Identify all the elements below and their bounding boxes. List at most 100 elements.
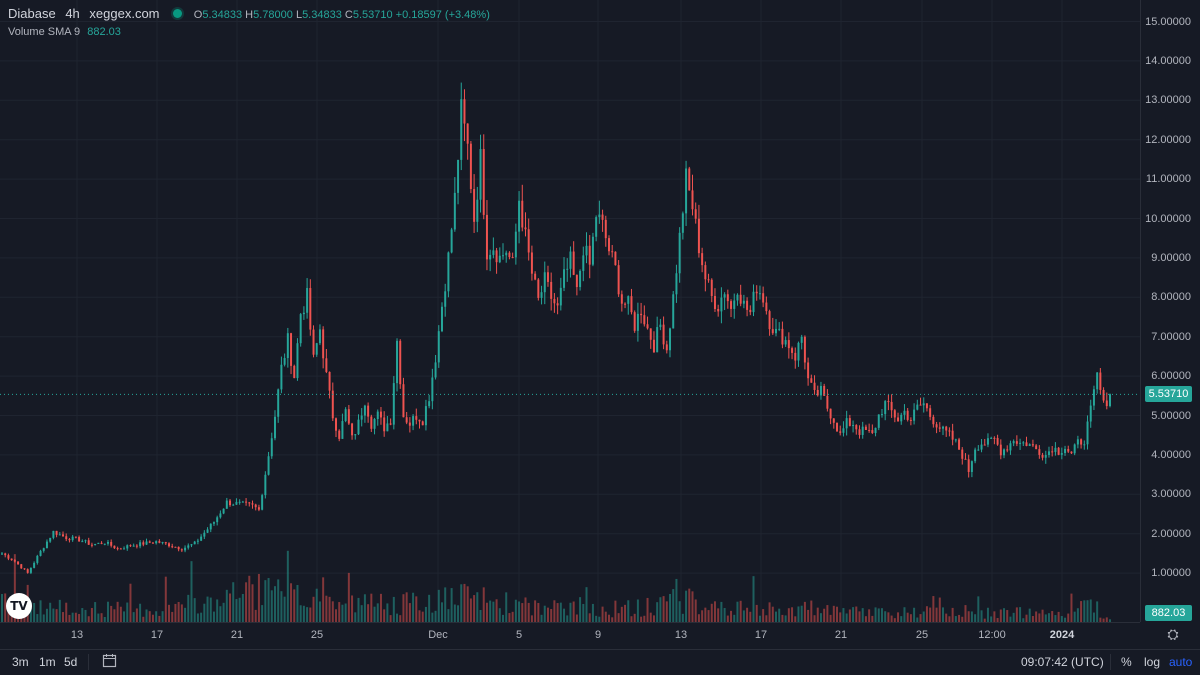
- candle-body: [823, 385, 826, 396]
- volume-bar: [168, 604, 170, 622]
- candle-body: [800, 336, 803, 343]
- current-volume-label: 882.03: [1145, 605, 1192, 621]
- volume-bar: [784, 615, 787, 622]
- volume-bar: [518, 601, 521, 622]
- candle-body: [148, 541, 151, 543]
- volume-legend[interactable]: Volume SMA 9 882.03: [8, 26, 121, 38]
- tradingview-logo-icon[interactable]: TV: [6, 593, 32, 619]
- volume-bar: [184, 607, 187, 622]
- candle-body: [235, 501, 238, 505]
- volume-bar: [880, 608, 883, 622]
- exchange-name[interactable]: xeggex.com: [89, 6, 160, 21]
- volume-indicator-value: 882.03: [87, 26, 121, 38]
- candle-body: [1028, 444, 1031, 446]
- range-3m-button[interactable]: 3m: [12, 655, 29, 669]
- volume-bar: [473, 595, 476, 622]
- volume-bar: [1064, 617, 1067, 622]
- volume-bar: [813, 615, 816, 622]
- volume-bar: [126, 602, 129, 622]
- candle-body: [498, 255, 501, 263]
- volume-bar: [412, 592, 415, 622]
- price-tick-label: 9.00000: [1151, 251, 1191, 264]
- candle-body: [1109, 394, 1111, 407]
- candlestick-chart[interactable]: [0, 0, 1140, 622]
- candle-body: [688, 168, 691, 191]
- interval-label[interactable]: 4h: [65, 6, 80, 21]
- candle-body: [736, 294, 739, 301]
- candle-body: [903, 410, 906, 415]
- volume-bar: [1083, 600, 1086, 622]
- date-range-icon[interactable]: [102, 653, 117, 671]
- candle-body: [774, 328, 777, 334]
- volume-bar: [103, 616, 106, 622]
- volume-bar: [649, 612, 652, 622]
- volume-bar: [823, 608, 826, 622]
- candle-body: [508, 252, 511, 258]
- volume-bar: [389, 615, 392, 622]
- time-axis[interactable]: 13 17 21 25 Dec 5 9 13 17 21 25 12:00 2024: [0, 622, 1140, 649]
- chart-pane[interactable]: Diabase 4h xeggex.com O5.34833 H5.78000 …: [0, 0, 1140, 622]
- volume-indicator-name[interactable]: Volume SMA 9: [8, 26, 81, 38]
- volume-bar: [530, 615, 533, 622]
- candle-body: [84, 540, 87, 542]
- candle-body: [463, 99, 466, 124]
- volume-bar: [836, 606, 839, 622]
- grid-lines: [0, 0, 1140, 622]
- volume-bar: [42, 614, 45, 622]
- symbol-legend[interactable]: Diabase 4h xeggex.com O5.34833 H5.78000 …: [8, 6, 490, 21]
- candle-body: [52, 530, 55, 538]
- price-axis[interactable]: 15.00000 14.00000 13.00000 12.00000 11.00000…: [1140, 0, 1200, 622]
- volume-bar: [193, 598, 196, 622]
- percent-toggle[interactable]: %: [1121, 655, 1132, 669]
- candle-body: [791, 348, 794, 353]
- candle-body: [177, 546, 180, 550]
- candle-body: [630, 296, 633, 313]
- volume-bar: [913, 607, 916, 622]
- candle-body: [113, 545, 116, 549]
- volume-bar: [94, 602, 97, 622]
- utc-clock[interactable]: 09:07:42 (UTC): [1021, 655, 1104, 669]
- candle-body: [511, 257, 514, 259]
- volume-bar: [203, 603, 206, 622]
- log-toggle[interactable]: log: [1144, 655, 1161, 669]
- volume-bar: [681, 613, 684, 622]
- volume-bar: [283, 596, 286, 622]
- volume-bar: [816, 607, 819, 622]
- candle-body: [171, 546, 174, 548]
- auto-toggle[interactable]: auto: [1169, 655, 1193, 669]
- candle-body: [106, 541, 109, 544]
- range-5d-button[interactable]: 5d: [64, 655, 78, 669]
- price-tick-label: 13.00000: [1145, 94, 1191, 107]
- range-1m-button[interactable]: 1m: [39, 655, 56, 669]
- candle-body: [832, 418, 835, 423]
- volume-bar: [1099, 617, 1102, 622]
- volume-bar: [495, 599, 498, 622]
- volume-bar: [315, 588, 318, 622]
- candle-body: [951, 430, 954, 440]
- candle-body: [469, 143, 472, 190]
- candle-body: [180, 549, 183, 551]
- volume-bar: [447, 609, 450, 622]
- candle-body: [935, 424, 938, 428]
- candle-body: [280, 364, 283, 390]
- time-tick-label: Dec: [428, 629, 448, 641]
- candle-body: [100, 542, 103, 544]
- candle-body: [1054, 447, 1057, 452]
- volume-bar: [139, 603, 142, 622]
- candle-body: [322, 329, 325, 359]
- candle-body: [119, 548, 122, 550]
- volume-bar: [1044, 614, 1047, 622]
- candle-body: [424, 406, 427, 426]
- gear-icon[interactable]: ⛭: [1167, 626, 1179, 642]
- symbol-name[interactable]: Diabase: [8, 6, 56, 21]
- volume-bar: [338, 602, 341, 622]
- candle-body: [656, 327, 659, 353]
- candle-body: [1089, 405, 1092, 422]
- volume-bar: [810, 600, 813, 622]
- volume-bar: [726, 615, 729, 622]
- volume-bar: [553, 600, 556, 622]
- candle-body: [569, 251, 572, 269]
- candle-body: [524, 227, 527, 230]
- volume-bar: [746, 607, 749, 622]
- volume-bar: [588, 613, 591, 622]
